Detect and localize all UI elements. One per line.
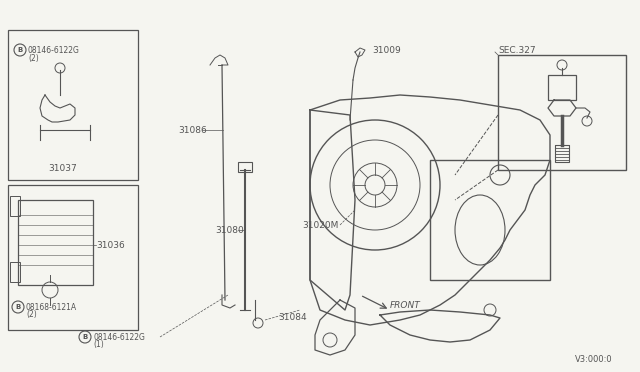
Text: 31080: 31080 bbox=[215, 225, 244, 234]
Text: 08146-6122G: 08146-6122G bbox=[28, 45, 80, 55]
Bar bbox=[238, 162, 252, 172]
Bar bbox=[8, 185, 138, 330]
Bar bbox=[548, 75, 576, 100]
Text: (1): (1) bbox=[93, 340, 104, 350]
Bar bbox=[498, 55, 626, 170]
Text: B: B bbox=[15, 304, 20, 310]
Text: 31009: 31009 bbox=[372, 45, 401, 55]
Text: V3:000:0: V3:000:0 bbox=[575, 356, 612, 365]
Text: (2): (2) bbox=[28, 54, 39, 62]
Text: 08146-6122G: 08146-6122G bbox=[93, 333, 145, 341]
Text: 31086: 31086 bbox=[178, 125, 207, 135]
Text: 31036: 31036 bbox=[96, 241, 125, 250]
Bar bbox=[555, 145, 569, 162]
Bar bbox=[8, 30, 138, 180]
Bar bbox=[10, 196, 20, 216]
Text: 08168-6121A: 08168-6121A bbox=[26, 302, 77, 311]
Text: B: B bbox=[17, 47, 22, 53]
Text: (2): (2) bbox=[26, 311, 36, 320]
Text: SEC.327: SEC.327 bbox=[498, 45, 536, 55]
Text: FRONT: FRONT bbox=[390, 301, 420, 311]
Bar bbox=[430, 160, 550, 280]
Text: 31020M: 31020M bbox=[302, 221, 339, 230]
Text: 31084: 31084 bbox=[278, 314, 307, 323]
Bar bbox=[10, 262, 20, 282]
Text: 31037: 31037 bbox=[48, 164, 77, 173]
Bar bbox=[18, 200, 93, 285]
Text: B: B bbox=[83, 334, 88, 340]
